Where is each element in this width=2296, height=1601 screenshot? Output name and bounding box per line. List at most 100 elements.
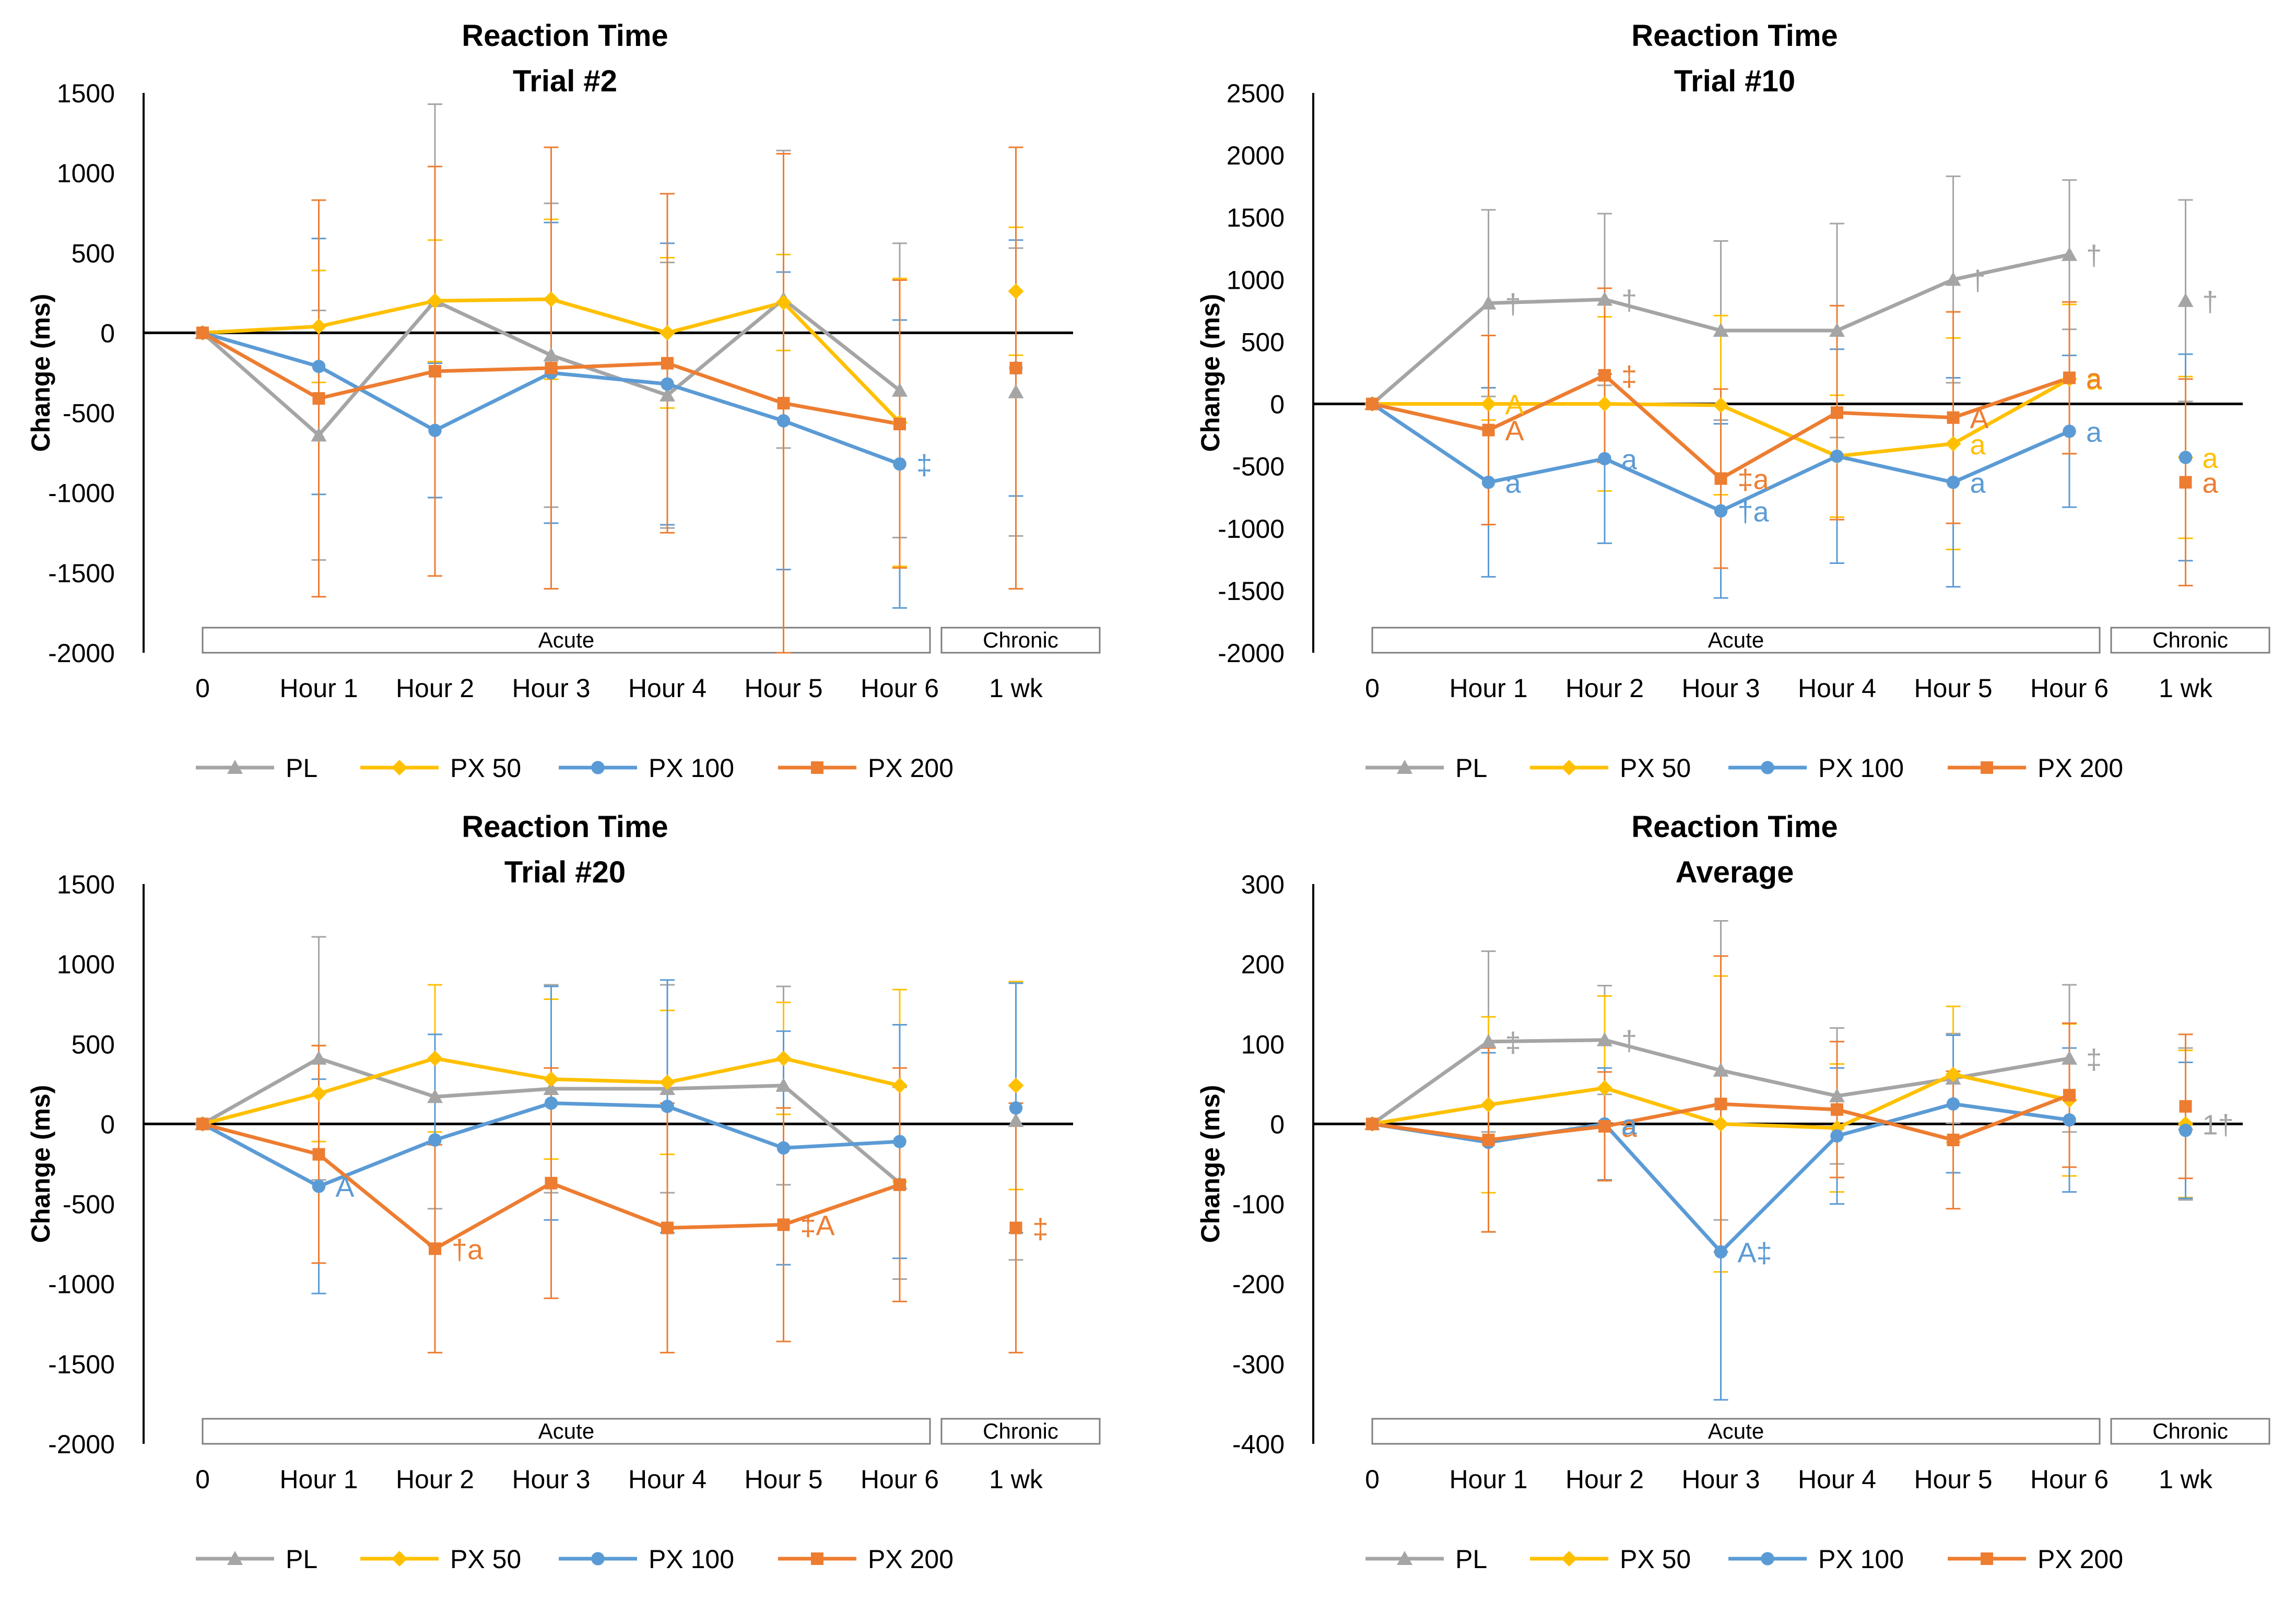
data-point	[2063, 1113, 2076, 1127]
y-tick-label: -1000	[1218, 514, 1285, 544]
x-tick-label: Hour 6	[2030, 674, 2109, 703]
x-tick-label: Hour 6	[2030, 1465, 2109, 1494]
legend-label: PX 50	[1620, 1545, 1691, 1574]
data-point	[1480, 396, 1497, 412]
significance-annotation: A	[1505, 390, 1524, 421]
data-point	[1008, 283, 1024, 299]
data-point	[1366, 1117, 1379, 1131]
data-point	[544, 1096, 558, 1110]
significance-annotation: a	[1621, 444, 1638, 475]
x-tick-label: 0	[195, 1465, 210, 1494]
legend-label: PX 100	[649, 1545, 734, 1574]
significance-annotation: ‡a	[1738, 464, 1770, 495]
x-tick-label: Hour 3	[1681, 1465, 1760, 1494]
legend-label: PX 50	[450, 754, 521, 783]
y-tick-label: 0	[1270, 1110, 1285, 1139]
data-point	[1713, 323, 1729, 337]
significance-annotation: a	[1970, 468, 1986, 499]
data-point	[1945, 272, 1961, 286]
data-point	[1945, 435, 1961, 452]
significance-annotation: A	[1505, 416, 1524, 447]
data-point	[893, 1178, 906, 1191]
data-point	[1829, 323, 1845, 337]
data-point	[429, 364, 441, 378]
significance-annotation: †	[2086, 240, 2102, 272]
data-point	[2179, 1100, 2192, 1113]
x-tick-label: Hour 5	[1914, 1465, 1992, 1494]
significance-annotation: 1†	[2203, 1109, 2234, 1140]
x-tick-label: Hour 1	[1449, 1465, 1527, 1494]
chart-panel-2: Reaction Time Trial #10 Change (ms) -2000 -1…	[1196, 19, 2270, 783]
legend-label: PX 50	[1620, 754, 1691, 783]
y-tick-label: -200	[1232, 1270, 1285, 1299]
chart-subtitle: Average	[1676, 855, 1794, 889]
y-axis-label: Change (ms)	[1196, 1085, 1225, 1243]
data-point	[311, 1086, 327, 1102]
legend-label: PX 100	[649, 754, 734, 783]
significance-annotation: a	[2086, 363, 2102, 395]
y-tick-label: -1500	[1218, 576, 1285, 606]
significance-annotation: a	[1621, 1112, 1638, 1143]
chart-subtitle: Trial #2	[513, 64, 617, 98]
y-tick-label: 200	[1241, 950, 1285, 979]
acute-period-box	[202, 627, 931, 654]
legend-marker	[227, 760, 243, 774]
legend-label: PX 200	[868, 754, 953, 783]
significance-annotation: ‡	[1505, 1027, 1521, 1058]
data-point	[312, 392, 325, 405]
significance-annotation: ‡A	[800, 1210, 835, 1241]
legend-marker	[1981, 1552, 1993, 1565]
y-tick-label: 1500	[57, 79, 115, 108]
legend-label: PX 100	[1818, 754, 1904, 783]
legend-marker	[392, 1551, 407, 1567]
data-point	[1481, 475, 1496, 489]
x-tick-label: 1 wk	[2159, 1465, 2213, 1494]
x-tick-label: Hour 5	[744, 1465, 822, 1494]
x-tick-label: Hour 4	[628, 1465, 707, 1494]
x-tick-label: Hour 2	[1565, 1465, 1644, 1494]
legend-marker	[1761, 761, 1774, 774]
y-tick-label: -1500	[48, 559, 115, 588]
data-point	[1480, 1097, 1497, 1113]
data-point	[2062, 246, 2077, 261]
chart-title: Reaction Time	[1631, 810, 1838, 844]
x-tick-label: Hour 1	[279, 674, 358, 703]
y-tick-label: -1500	[48, 1350, 115, 1379]
y-tick-label: 0	[100, 1110, 115, 1139]
y-axis-label: Change (ms)	[1196, 294, 1225, 452]
data-point	[775, 295, 792, 311]
data-point	[660, 387, 675, 402]
acute-period-label: Acute	[538, 628, 594, 652]
significance-annotation: a	[1621, 1109, 1638, 1140]
data-point	[429, 1242, 441, 1255]
data-point	[1009, 361, 1022, 374]
significance-annotation: †	[1970, 265, 1986, 296]
y-tick-label: 1500	[1227, 203, 1285, 232]
data-point	[1482, 1134, 1495, 1147]
data-point	[1714, 1245, 1728, 1259]
x-tick-label: Hour 6	[861, 674, 939, 703]
data-point	[893, 1135, 906, 1148]
data-point	[1946, 1097, 1960, 1111]
data-point	[660, 1074, 675, 1090]
data-point	[1830, 1129, 1844, 1143]
data-point	[1009, 1221, 1022, 1234]
significance-annotation: †	[1505, 289, 1521, 320]
data-point	[1598, 1120, 1611, 1133]
chart-panel-3: Reaction Time Trial #20 Change (ms) -2000 -1…	[26, 810, 1101, 1574]
x-tick-label: 1 wk	[989, 674, 1043, 703]
data-point	[660, 325, 675, 341]
legend-label: PX 100	[1818, 1545, 1904, 1574]
data-point	[776, 1141, 791, 1155]
y-tick-label: -1000	[48, 1270, 115, 1299]
data-point	[543, 1081, 559, 1096]
acute-period-label: Acute	[1708, 1419, 1764, 1443]
chronic-period-box	[940, 1418, 1101, 1445]
y-tick-label: 1000	[1227, 265, 1285, 295]
legend-marker	[1397, 1551, 1412, 1565]
acute-period-label: Acute	[1708, 628, 1764, 652]
y-tick-label: -400	[1232, 1430, 1285, 1459]
x-tick-label: 0	[195, 674, 210, 703]
data-point	[2063, 1089, 2076, 1102]
legend-marker	[1981, 761, 1993, 774]
